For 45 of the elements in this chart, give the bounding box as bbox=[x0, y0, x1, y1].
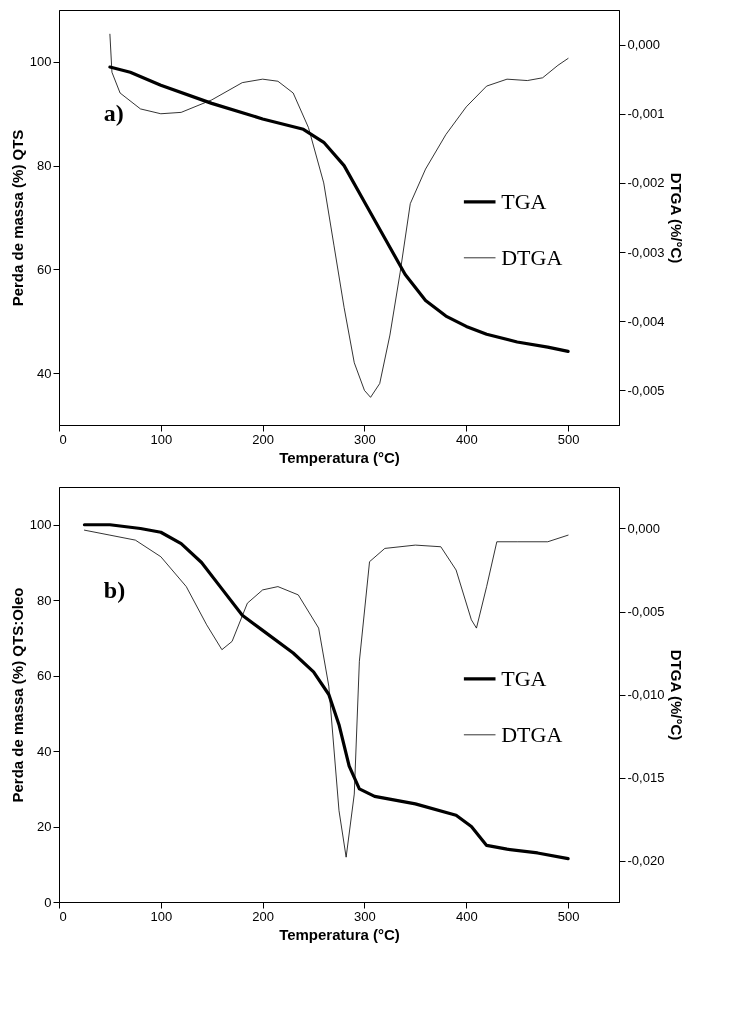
y2-tick-label: -0,010 bbox=[627, 687, 665, 702]
legend-label: TGA bbox=[501, 665, 547, 691]
x-tick-label: 500 bbox=[557, 908, 580, 924]
y2-tick-label: -0,005 bbox=[627, 382, 665, 398]
annotation: a) bbox=[103, 99, 124, 126]
y-axis-title: Perda de massa (%) QTS bbox=[8, 129, 26, 307]
y-tick-label: 80 bbox=[37, 592, 52, 608]
y-tick-label: 60 bbox=[37, 261, 52, 277]
x-tick-label: 400 bbox=[455, 431, 478, 447]
x-axis-title: Temperatura (°C) bbox=[279, 925, 400, 943]
legend-label: DTGA bbox=[501, 721, 563, 747]
y2-tick-label: -0,005 bbox=[627, 604, 665, 619]
y-tick-label: 40 bbox=[37, 743, 52, 759]
x-tick-label: 300 bbox=[354, 431, 376, 447]
x-tick-label: 100 bbox=[150, 431, 173, 447]
y2-tick-label: -0,015 bbox=[627, 770, 665, 785]
y-tick-label: 100 bbox=[29, 517, 52, 533]
y-tick-label: 20 bbox=[37, 819, 52, 835]
x-tick-label: 100 bbox=[150, 908, 173, 924]
annotation: b) bbox=[103, 576, 126, 603]
y2-tick-label: -0,004 bbox=[627, 313, 665, 329]
x-tick-label: 0 bbox=[59, 431, 67, 447]
y2-tick-label: -0,020 bbox=[627, 853, 665, 868]
y-tick-label: 60 bbox=[37, 668, 52, 684]
x-tick-label: 0 bbox=[59, 908, 67, 924]
x-tick-label: 400 bbox=[455, 908, 478, 924]
y2-tick-label: -0,003 bbox=[627, 244, 665, 260]
y-axis-title: Perda de massa (%) QTS:Oleo bbox=[8, 587, 26, 803]
y-tick-label: 40 bbox=[37, 365, 52, 381]
y2-axis-title: DTGA (%/°C) bbox=[668, 172, 686, 264]
x-tick-label: 200 bbox=[252, 908, 274, 924]
x-axis-title: Temperatura (°C) bbox=[279, 448, 400, 466]
x-tick-label: 500 bbox=[557, 431, 580, 447]
y-tick-label: 100 bbox=[29, 54, 52, 70]
x-tick-label: 300 bbox=[354, 908, 376, 924]
legend-label: DTGA bbox=[501, 244, 563, 270]
x-tick-label: 200 bbox=[252, 431, 274, 447]
legend-label: TGA bbox=[501, 188, 547, 214]
y2-tick-label: 0,000 bbox=[627, 37, 661, 53]
y-tick-label: 0 bbox=[44, 894, 52, 910]
y2-axis-title: DTGA (%/°C) bbox=[668, 649, 686, 741]
y2-tick-label: 0,000 bbox=[627, 521, 661, 536]
y2-tick-label: -0,002 bbox=[627, 175, 665, 191]
y2-tick-label: -0,001 bbox=[627, 106, 665, 122]
y-tick-label: 80 bbox=[37, 158, 52, 174]
